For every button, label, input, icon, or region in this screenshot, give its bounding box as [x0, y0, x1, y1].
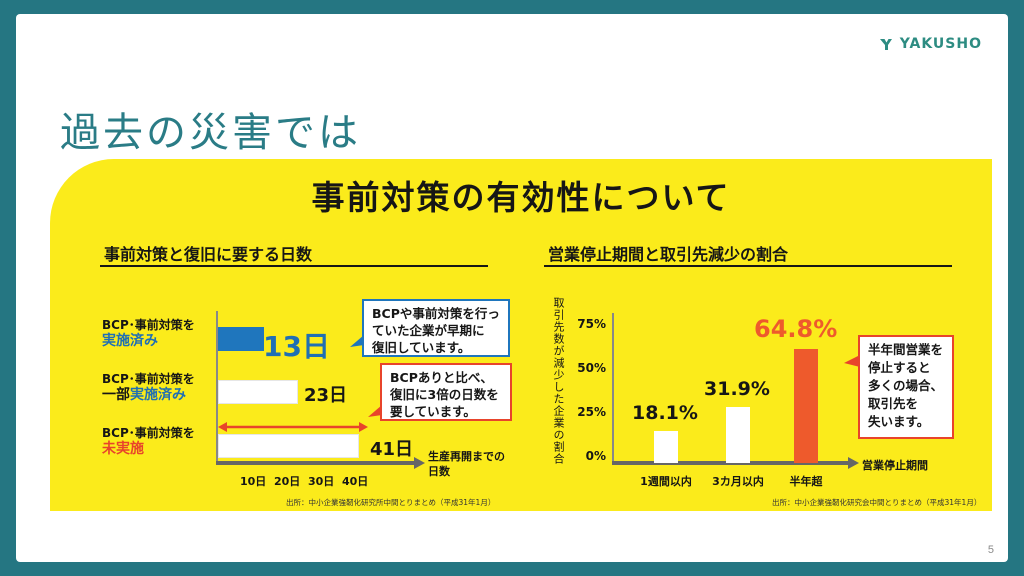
vbar-value-1: 18.1%: [632, 402, 698, 425]
left-axis-label-line-1: 生産再開までの: [428, 450, 505, 463]
x-tick-30: 30日: [308, 475, 335, 488]
right-rule: [544, 265, 952, 267]
red-double-arrow: [218, 422, 368, 432]
callout-3-line-4: 取引先を: [868, 396, 919, 411]
x-category-1: 1週間以内: [640, 475, 692, 488]
callout-3-line-5: 失います。: [868, 414, 930, 429]
callout-3-line-1: 半年間営業を: [868, 342, 944, 357]
callout-2-pointer: [368, 405, 382, 417]
left-y-axis: [216, 311, 218, 463]
row-label-3-top: BCP･事前対策を: [102, 426, 195, 440]
right-x-axis-arrow: [612, 457, 859, 469]
infographic-panel: 事前対策の有効性について 事前対策と復旧に要する日数 BCP･事前対策を 実施済…: [50, 159, 992, 511]
callout-1-line-1: BCPや事前対策を行っ: [372, 306, 500, 321]
x-category-2: 3カ月以内: [712, 475, 764, 488]
right-y-axis-label: 取引先数が減少した企業の割合: [552, 297, 565, 465]
yakusho-logo-icon: [879, 39, 892, 50]
hbar-1: [218, 327, 265, 351]
right-y-axis: [612, 313, 614, 463]
row-label-2-highlight: 実施済み: [130, 387, 186, 403]
vbar-value-3: 64.8%: [754, 314, 838, 343]
left-x-axis-arrow: [216, 457, 425, 469]
y-tick-50: 50%: [577, 361, 606, 375]
y-tick-0: 0%: [585, 449, 606, 463]
callout-three-times: BCPありと比べ、 復旧に3倍の日数を 要しています。: [380, 363, 512, 421]
x-tick-40: 40日: [342, 475, 369, 488]
vbar-3: [794, 348, 818, 463]
callout-2-line-2: 復旧に3倍の日数を: [390, 387, 499, 402]
brand-name: YAKUSHO: [899, 36, 982, 52]
slide-title: 過去の災害では: [60, 110, 361, 156]
row-label-2: BCP･事前対策を 一部実施済み: [102, 371, 195, 403]
callout-1-pointer: [350, 335, 364, 347]
row-label-2-prefix: 一部: [102, 387, 130, 403]
callout-3-pointer: [844, 355, 860, 367]
x-category-3: 半年超: [789, 475, 823, 488]
vbar-2: [726, 406, 750, 463]
row-label-1-top: BCP･事前対策を: [102, 318, 195, 332]
row-label-2-top: BCP･事前対策を: [102, 372, 195, 386]
left-rule: [100, 265, 488, 267]
brand-logo: YAKUSHO: [878, 36, 982, 52]
hbar-2: [218, 380, 299, 404]
left-axis-label: 生産再開までの 日数: [428, 449, 505, 479]
callout-1-line-2: ていた企業が早期に: [372, 323, 485, 338]
x-tick-20: 20日: [274, 475, 301, 488]
row-label-1: BCP･事前対策を 実施済み: [102, 317, 195, 349]
left-source: 出所：中小企業強靭化研究所中間とりまとめ（平成31年1月）: [286, 498, 496, 507]
vbar-value-2: 31.9%: [704, 377, 770, 400]
value-label-1: 13日: [263, 330, 330, 363]
right-subtitle: 営業停止期間と取引先減少の割合: [548, 245, 789, 264]
x-tick-10: 10日: [240, 475, 267, 488]
row-label-3: BCP･事前対策を 未実施: [102, 425, 195, 457]
callout-1-line-3: 復旧しています。: [372, 340, 471, 355]
value-label-3: 41日: [370, 439, 414, 460]
callout-3-line-2: 停止すると: [868, 360, 931, 375]
callout-3-line-3: 多くの場合、: [868, 378, 944, 393]
right-x-axis-label: 営業停止期間: [862, 459, 928, 472]
callout-lose-partners: 半年間営業を 停止すると 多くの場合、 取引先を 失います。: [858, 335, 954, 439]
panel-title: 事前対策の有効性について: [311, 178, 731, 217]
y-tick-75: 75%: [577, 317, 606, 331]
slide: YAKUSHO 過去の災害では 事前対策の有効性について 事前対策と復旧に要する…: [16, 14, 1008, 562]
value-label-2: 23日: [304, 385, 348, 406]
callout-early-recovery: BCPや事前対策を行っ ていた企業が早期に 復旧しています。: [362, 299, 510, 357]
hbar-3: [218, 434, 360, 458]
left-axis-label-line-2: 日数: [428, 465, 450, 478]
row-label-3-highlight: 未実施: [102, 441, 144, 457]
right-source: 出所：中小企業強靭化研究会中間とりまとめ（平成31年1月）: [772, 498, 982, 507]
row-label-1-highlight: 実施済み: [102, 333, 158, 349]
vbar-1: [654, 431, 678, 463]
y-tick-25: 25%: [577, 405, 606, 419]
left-subtitle: 事前対策と復旧に要する日数: [104, 245, 313, 264]
callout-2-line-1: BCPありと比べ、: [390, 370, 493, 385]
callout-2-line-3: 要しています。: [390, 404, 476, 419]
page-number: 5: [987, 544, 994, 556]
